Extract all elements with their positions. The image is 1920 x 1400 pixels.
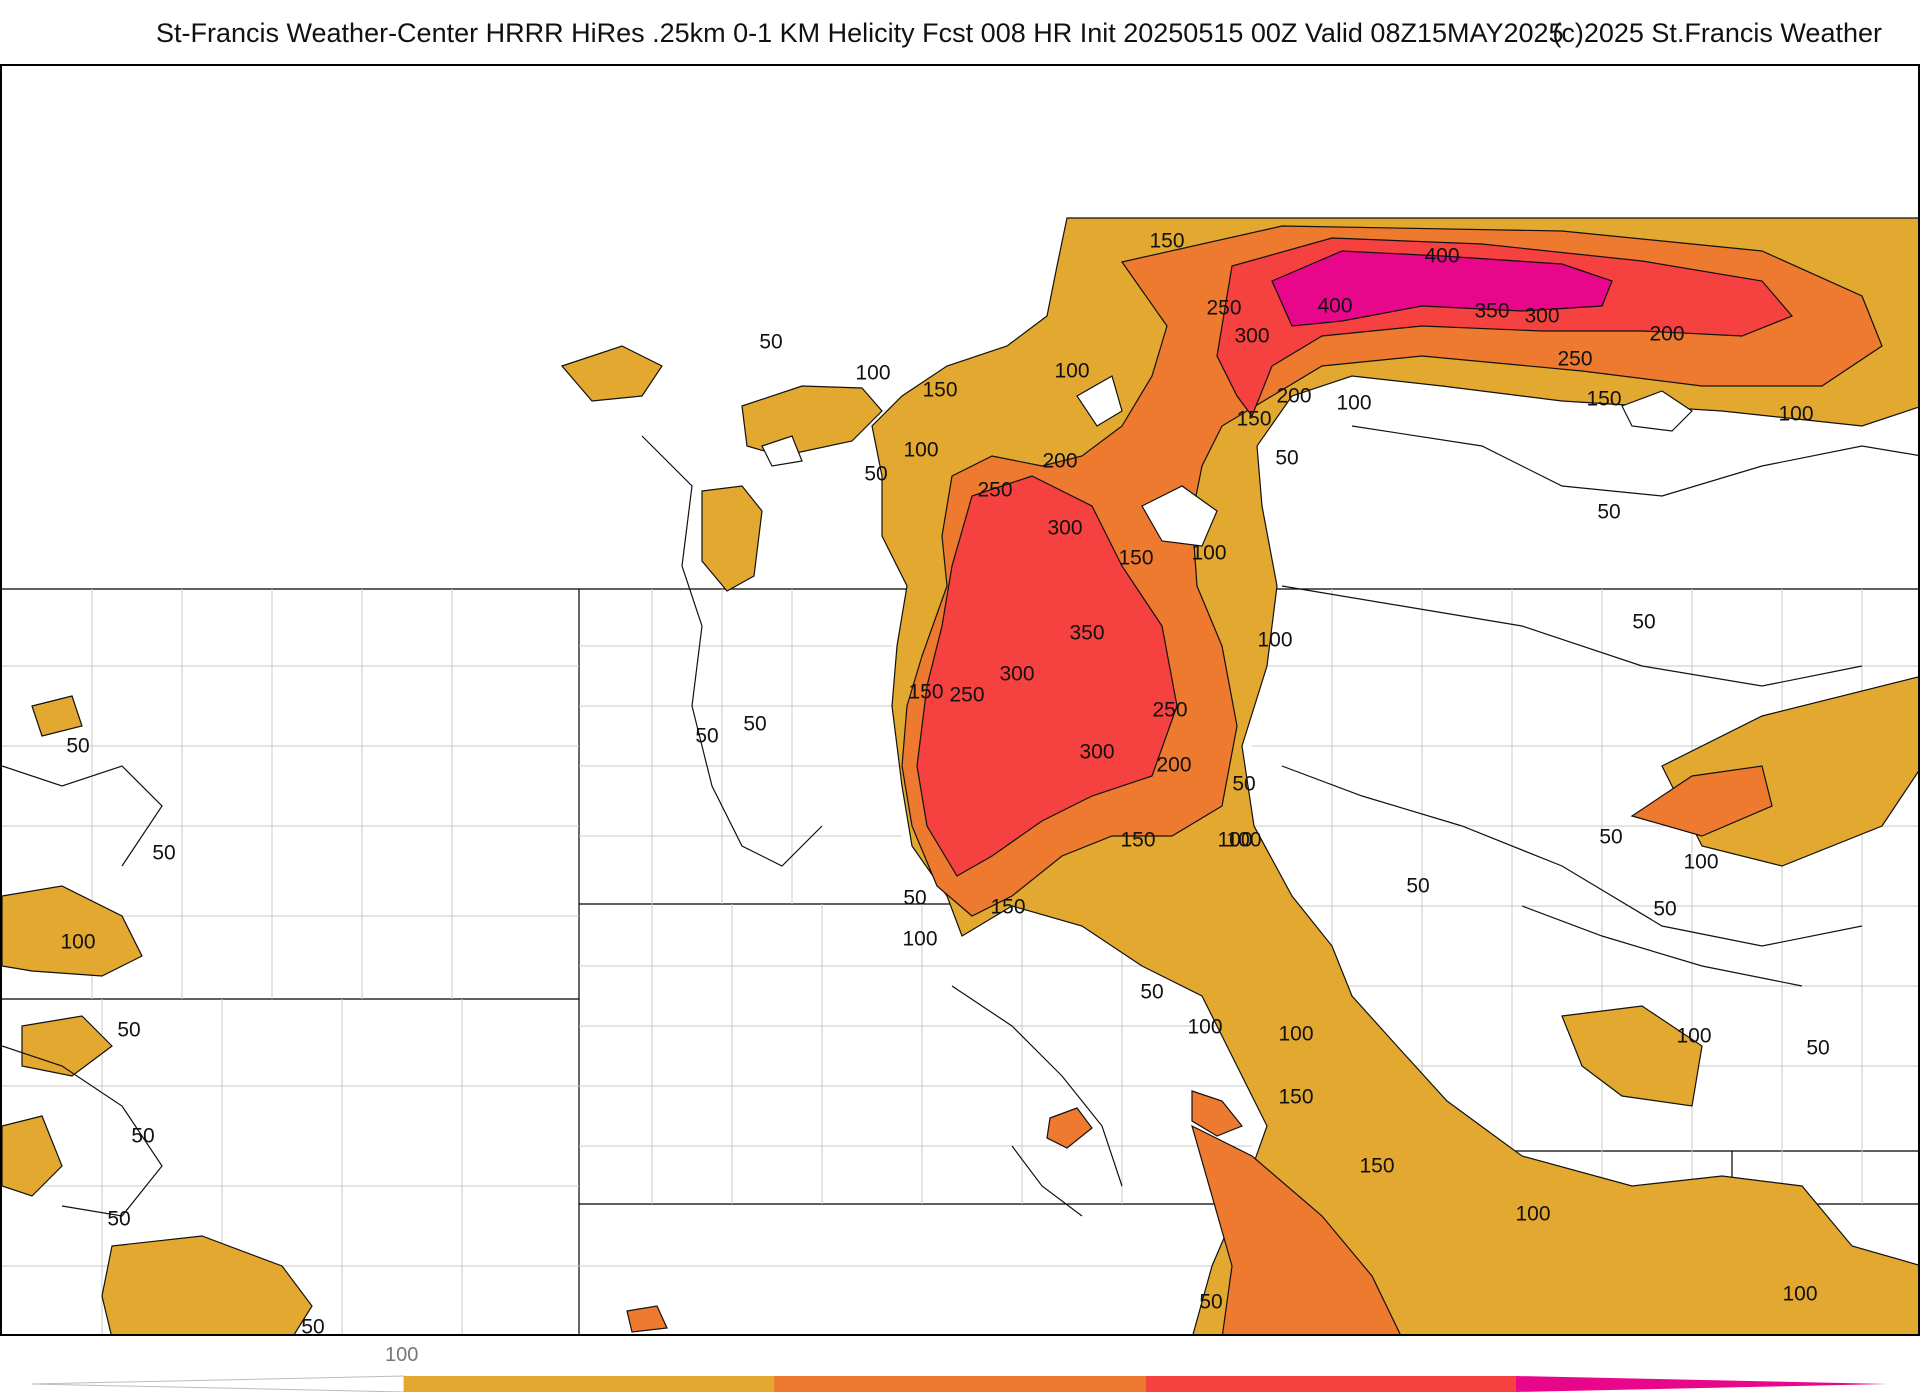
contour-label: 100	[903, 439, 938, 462]
contour-label: 300	[1079, 741, 1114, 764]
contour-label: 100	[1191, 542, 1226, 565]
contour-label: 50	[695, 725, 718, 748]
contour-label: 250	[977, 479, 1012, 502]
contour-label: 250	[949, 684, 984, 707]
helicity-fill-400	[1271, 250, 1613, 327]
legend-swatch-250	[1146, 1376, 1516, 1392]
contour-labels: 150 400 250 400 350 300 300 200 250 150 …	[60, 230, 1829, 1337]
helicity-map[interactable]: 150 400 250 400 350 300 300 200 250 150 …	[2, 66, 1920, 1336]
contour-label: 150	[1236, 408, 1271, 431]
contour-label: 50	[1806, 1037, 1829, 1060]
contour-label: 50	[1275, 447, 1298, 470]
contour-label: 100	[60, 931, 95, 954]
contour-label: 50	[152, 842, 175, 865]
contour-label: 100	[1782, 1283, 1817, 1306]
legend-swatch-100	[404, 1376, 774, 1392]
legend-tick-label: 100	[385, 1344, 419, 1366]
contour-lines	[2, 425, 1918, 1217]
contour-label: 100	[1257, 629, 1292, 652]
contour-label: 150	[1120, 829, 1155, 852]
contour-label: 50	[1599, 826, 1622, 849]
legend-swatch-below	[31, 1375, 405, 1392]
contour-label: 300	[1047, 517, 1082, 540]
contour-label: 50	[1632, 611, 1655, 634]
contour-label: 150	[1359, 1155, 1394, 1178]
contour-label: 50	[903, 887, 926, 910]
contour-label: 300	[999, 663, 1034, 686]
legend-swatch-400	[1516, 1376, 1888, 1392]
contour-label: 200	[1042, 450, 1077, 473]
lakes	[761, 375, 1693, 547]
contour-label: 100	[1336, 392, 1371, 415]
contour-label: 300	[1234, 325, 1269, 348]
contour-label: 50	[301, 1316, 324, 1337]
contour-label: 350	[1474, 300, 1509, 323]
map-title: St-Francis Weather-Center HRRR HiRes .25…	[156, 18, 1564, 48]
contour-label: 200	[1276, 385, 1311, 408]
contour-label: 250	[1152, 699, 1187, 722]
contour-label: 150	[922, 379, 957, 402]
legend-swatch-150	[774, 1376, 1146, 1392]
contour-label: 300	[1524, 305, 1559, 328]
contour-label: 250	[1557, 348, 1592, 371]
contour-label: 50	[107, 1208, 130, 1231]
contour-label: 50	[864, 463, 887, 486]
contour-label: 100	[1054, 360, 1089, 383]
copyright-text: (c)2025 St.Francis Weather	[1552, 18, 1882, 48]
contour-label: 50	[759, 331, 782, 354]
contour-label: 400	[1424, 245, 1459, 268]
contour-label: 50	[66, 735, 89, 758]
contour-label: 100	[1187, 1016, 1222, 1039]
color-legend: 100	[0, 1336, 1920, 1400]
legend-bar	[31, 1375, 1888, 1392]
contour-label: 150	[1586, 388, 1621, 411]
contour-label: 150	[908, 681, 943, 704]
contour-label: 100	[902, 928, 937, 951]
contour-label: 200	[1649, 323, 1684, 346]
contour-label: 150	[990, 896, 1025, 919]
contour-label: 100	[1676, 1025, 1711, 1048]
contour-label: 200	[1156, 754, 1191, 777]
contour-label: 150	[1278, 1086, 1313, 1109]
contour-label: 50	[131, 1125, 154, 1148]
contour-label: 50	[1653, 898, 1676, 921]
contour-label: 100	[855, 362, 890, 385]
contour-label: 100	[1217, 829, 1252, 852]
county-boundaries	[2, 589, 1918, 1334]
contour-label: 150	[1118, 547, 1153, 570]
contour-label: 100	[1515, 1203, 1550, 1226]
contour-label: 350	[1069, 622, 1104, 645]
contour-label: 400	[1317, 295, 1352, 318]
map-panel[interactable]: 150 400 250 400 350 300 300 200 250 150 …	[0, 64, 1920, 1336]
contour-label: 100	[1226, 829, 1261, 852]
contour-label: 50	[743, 713, 766, 736]
contour-label: 100	[1683, 851, 1718, 874]
header: St-Francis Weather-Center HRRR HiRes .25…	[0, 0, 1920, 62]
contour-label: 50	[1140, 981, 1163, 1004]
contour-label: 250	[1206, 297, 1241, 320]
contour-label: 50	[1199, 1291, 1222, 1314]
contour-label: 50	[1597, 501, 1620, 524]
contour-label: 100	[1778, 403, 1813, 426]
contour-label: 100	[1278, 1023, 1313, 1046]
contour-label: 50	[1232, 773, 1255, 796]
contour-label: 50	[117, 1019, 140, 1042]
contour-label: 150	[1149, 230, 1184, 253]
contour-label: 50	[1406, 875, 1429, 898]
